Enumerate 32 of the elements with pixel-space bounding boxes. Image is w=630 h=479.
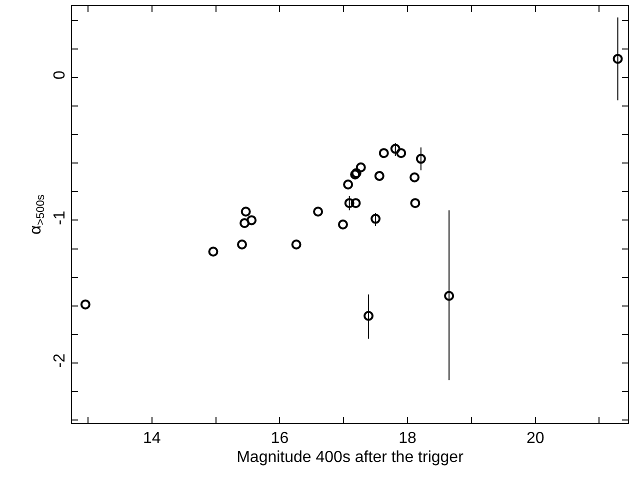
point — [364, 310, 374, 321]
point — [246, 215, 257, 226]
point — [612, 54, 623, 64]
x-tick-label: 18 — [398, 430, 417, 448]
point — [80, 299, 90, 310]
y-tick-label: -1 — [52, 210, 69, 225]
x-axis-title: Magnitude 400s after the trigger — [236, 448, 464, 466]
point — [356, 162, 366, 172]
point — [378, 148, 389, 158]
point — [410, 172, 420, 182]
point — [237, 239, 247, 250]
point — [291, 239, 302, 250]
point — [240, 206, 251, 217]
point — [208, 246, 218, 257]
point — [240, 218, 250, 228]
point — [390, 144, 400, 154]
point — [344, 198, 354, 208]
point — [396, 148, 406, 158]
point — [370, 214, 381, 224]
x-tick-label: 16 — [270, 430, 289, 448]
point — [313, 206, 324, 217]
point — [416, 154, 426, 164]
point — [410, 198, 420, 208]
x-tick-label: 20 — [526, 430, 544, 448]
y-tick-label: -2 — [52, 353, 69, 368]
point — [350, 198, 361, 208]
point — [343, 180, 354, 190]
y-tick-label: 0 — [52, 70, 69, 80]
point — [374, 170, 384, 181]
x-tick-label: 14 — [142, 430, 161, 448]
point — [338, 220, 348, 230]
point — [444, 290, 454, 301]
